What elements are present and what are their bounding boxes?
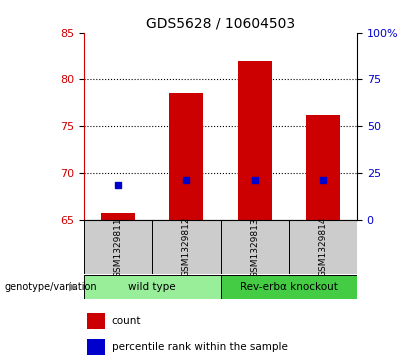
Text: GSM1329814: GSM1329814 — [318, 217, 327, 277]
Bar — [289, 220, 357, 274]
Bar — [84, 220, 152, 274]
Text: GSM1329813: GSM1329813 — [250, 217, 259, 278]
Text: genotype/variation: genotype/variation — [4, 282, 97, 292]
Bar — [152, 220, 221, 274]
Title: GDS5628 / 10604503: GDS5628 / 10604503 — [146, 16, 295, 30]
Bar — [220, 220, 289, 274]
Bar — [169, 93, 203, 220]
Bar — [87, 313, 105, 329]
Bar — [238, 61, 272, 220]
Bar — [101, 213, 135, 220]
Text: GSM1329811: GSM1329811 — [114, 217, 123, 278]
Text: wild type: wild type — [129, 282, 176, 292]
Text: ▶: ▶ — [69, 282, 78, 292]
Text: Rev-erbα knockout: Rev-erbα knockout — [240, 282, 338, 292]
Bar — [306, 115, 340, 220]
Text: GSM1329812: GSM1329812 — [182, 217, 191, 277]
Bar — [87, 339, 105, 355]
Bar — [220, 275, 357, 299]
Text: count: count — [112, 316, 142, 326]
Text: percentile rank within the sample: percentile rank within the sample — [112, 342, 288, 352]
Bar — [84, 275, 220, 299]
